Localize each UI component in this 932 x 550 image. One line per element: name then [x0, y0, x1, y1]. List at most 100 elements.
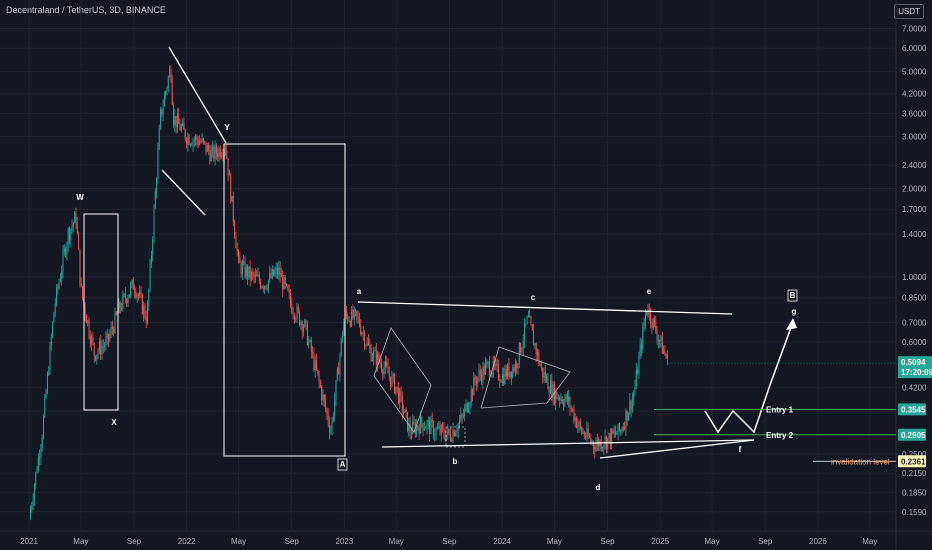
invalidation-price-tag — [898, 455, 926, 468]
candle-body — [165, 91, 167, 96]
candle-body — [269, 272, 271, 280]
candle-body — [92, 336, 94, 344]
y-a-box — [223, 143, 346, 457]
candle-body — [180, 126, 182, 131]
candle-body — [508, 364, 510, 378]
candle-body — [361, 332, 363, 334]
candle-body — [409, 423, 411, 434]
candle-body — [436, 428, 438, 430]
candle-body — [325, 400, 327, 410]
wave-label-f: f — [739, 445, 742, 454]
wave-label-c: c — [531, 293, 536, 302]
price-tick-label: 0.1850 — [902, 488, 927, 497]
candle-body — [169, 69, 171, 77]
candle-body — [89, 335, 91, 344]
candle-body — [62, 251, 64, 272]
candle-body — [633, 394, 635, 399]
candle-body — [621, 430, 623, 432]
candle-body — [340, 338, 342, 355]
candle-body — [329, 423, 330, 433]
candle-body — [579, 421, 581, 428]
candle-body — [127, 297, 129, 304]
candle-body — [313, 352, 315, 371]
candle-body — [327, 413, 329, 424]
candle-body — [69, 229, 70, 240]
candle-body — [312, 352, 314, 353]
candle-body — [260, 281, 262, 288]
candle-body — [602, 447, 603, 450]
candle-body — [352, 309, 354, 319]
time-tick-label: May — [547, 537, 562, 546]
candle-body — [228, 174, 230, 176]
price-tick-label: 0.4200 — [902, 384, 927, 393]
candle-body — [447, 428, 449, 435]
candle-body — [59, 278, 61, 282]
price-tick-label: 1.7000 — [902, 205, 927, 214]
candle-body — [358, 316, 360, 326]
candle-body — [31, 505, 33, 510]
price-tick-label: 1.4000 — [902, 230, 927, 239]
candle-body — [39, 456, 41, 458]
candle-body — [126, 299, 128, 304]
candle-body — [141, 294, 143, 314]
candle-body — [390, 376, 392, 386]
candle-body — [80, 283, 82, 287]
candle-body — [247, 266, 249, 278]
time-axis[interactable]: 2021 May Sep 2022 May Sep 2023 May Sep 2024 May Sep… — [20, 537, 877, 546]
candle-body — [387, 365, 389, 374]
currency-unit-button[interactable]: USDT — [894, 4, 924, 19]
candle-body — [381, 363, 382, 371]
candle-body — [513, 367, 515, 372]
candle-body — [191, 144, 193, 146]
candle-body — [529, 315, 531, 318]
time-tick-label: 2022 — [178, 537, 196, 546]
candle-body — [548, 389, 550, 394]
candle-body — [555, 391, 557, 404]
triangle-lower-trendline-2 — [599, 439, 755, 459]
candle-body — [540, 365, 542, 368]
candle-body — [200, 141, 202, 143]
candle-body — [274, 271, 276, 276]
price-tick-label: 0.1590 — [902, 508, 927, 517]
wave-label-e: e — [647, 287, 652, 296]
candle-body — [236, 247, 238, 252]
candle-body — [429, 420, 431, 435]
candle-body — [286, 283, 288, 285]
candle-body — [240, 263, 242, 274]
candle-body — [297, 306, 299, 312]
candle-body — [290, 292, 291, 303]
candle-body — [265, 286, 267, 289]
candle-body — [420, 416, 421, 434]
candle-body — [512, 367, 514, 378]
candle-body — [412, 421, 414, 434]
candle-body — [518, 343, 520, 364]
price-axis[interactable]: 7.0000 6.0000 5.0000 4.2000 3.6000 3.0000 2.40… — [902, 25, 927, 517]
drawings: W X Ya b c d e f g A B Entry 1 Entry 2 invalidation l… — [76, 46, 896, 492]
triangle-upper-trendline — [357, 301, 733, 315]
wave-label-box-A — [337, 458, 348, 471]
candle-body — [128, 294, 130, 298]
candle-body — [98, 341, 100, 352]
y-lower-trendline — [161, 169, 206, 216]
candle-body — [369, 344, 371, 349]
candle-body — [114, 312, 116, 333]
candle-body — [66, 244, 68, 255]
candle-body — [516, 363, 518, 369]
candle-body — [235, 235, 237, 248]
candle-body — [248, 266, 250, 278]
candle-body — [665, 354, 667, 359]
candle-body — [643, 323, 645, 327]
candle-body — [628, 413, 629, 421]
candle-body — [570, 408, 572, 409]
candle-body — [401, 395, 403, 412]
candle-body — [214, 145, 216, 159]
candle-body — [552, 384, 554, 399]
grid — [0, 0, 896, 531]
candle-body — [475, 381, 477, 384]
candle-body — [615, 431, 616, 435]
candle-body — [465, 403, 467, 409]
candle-body — [617, 423, 619, 435]
candle-body — [189, 144, 191, 146]
candle-body — [647, 310, 649, 315]
